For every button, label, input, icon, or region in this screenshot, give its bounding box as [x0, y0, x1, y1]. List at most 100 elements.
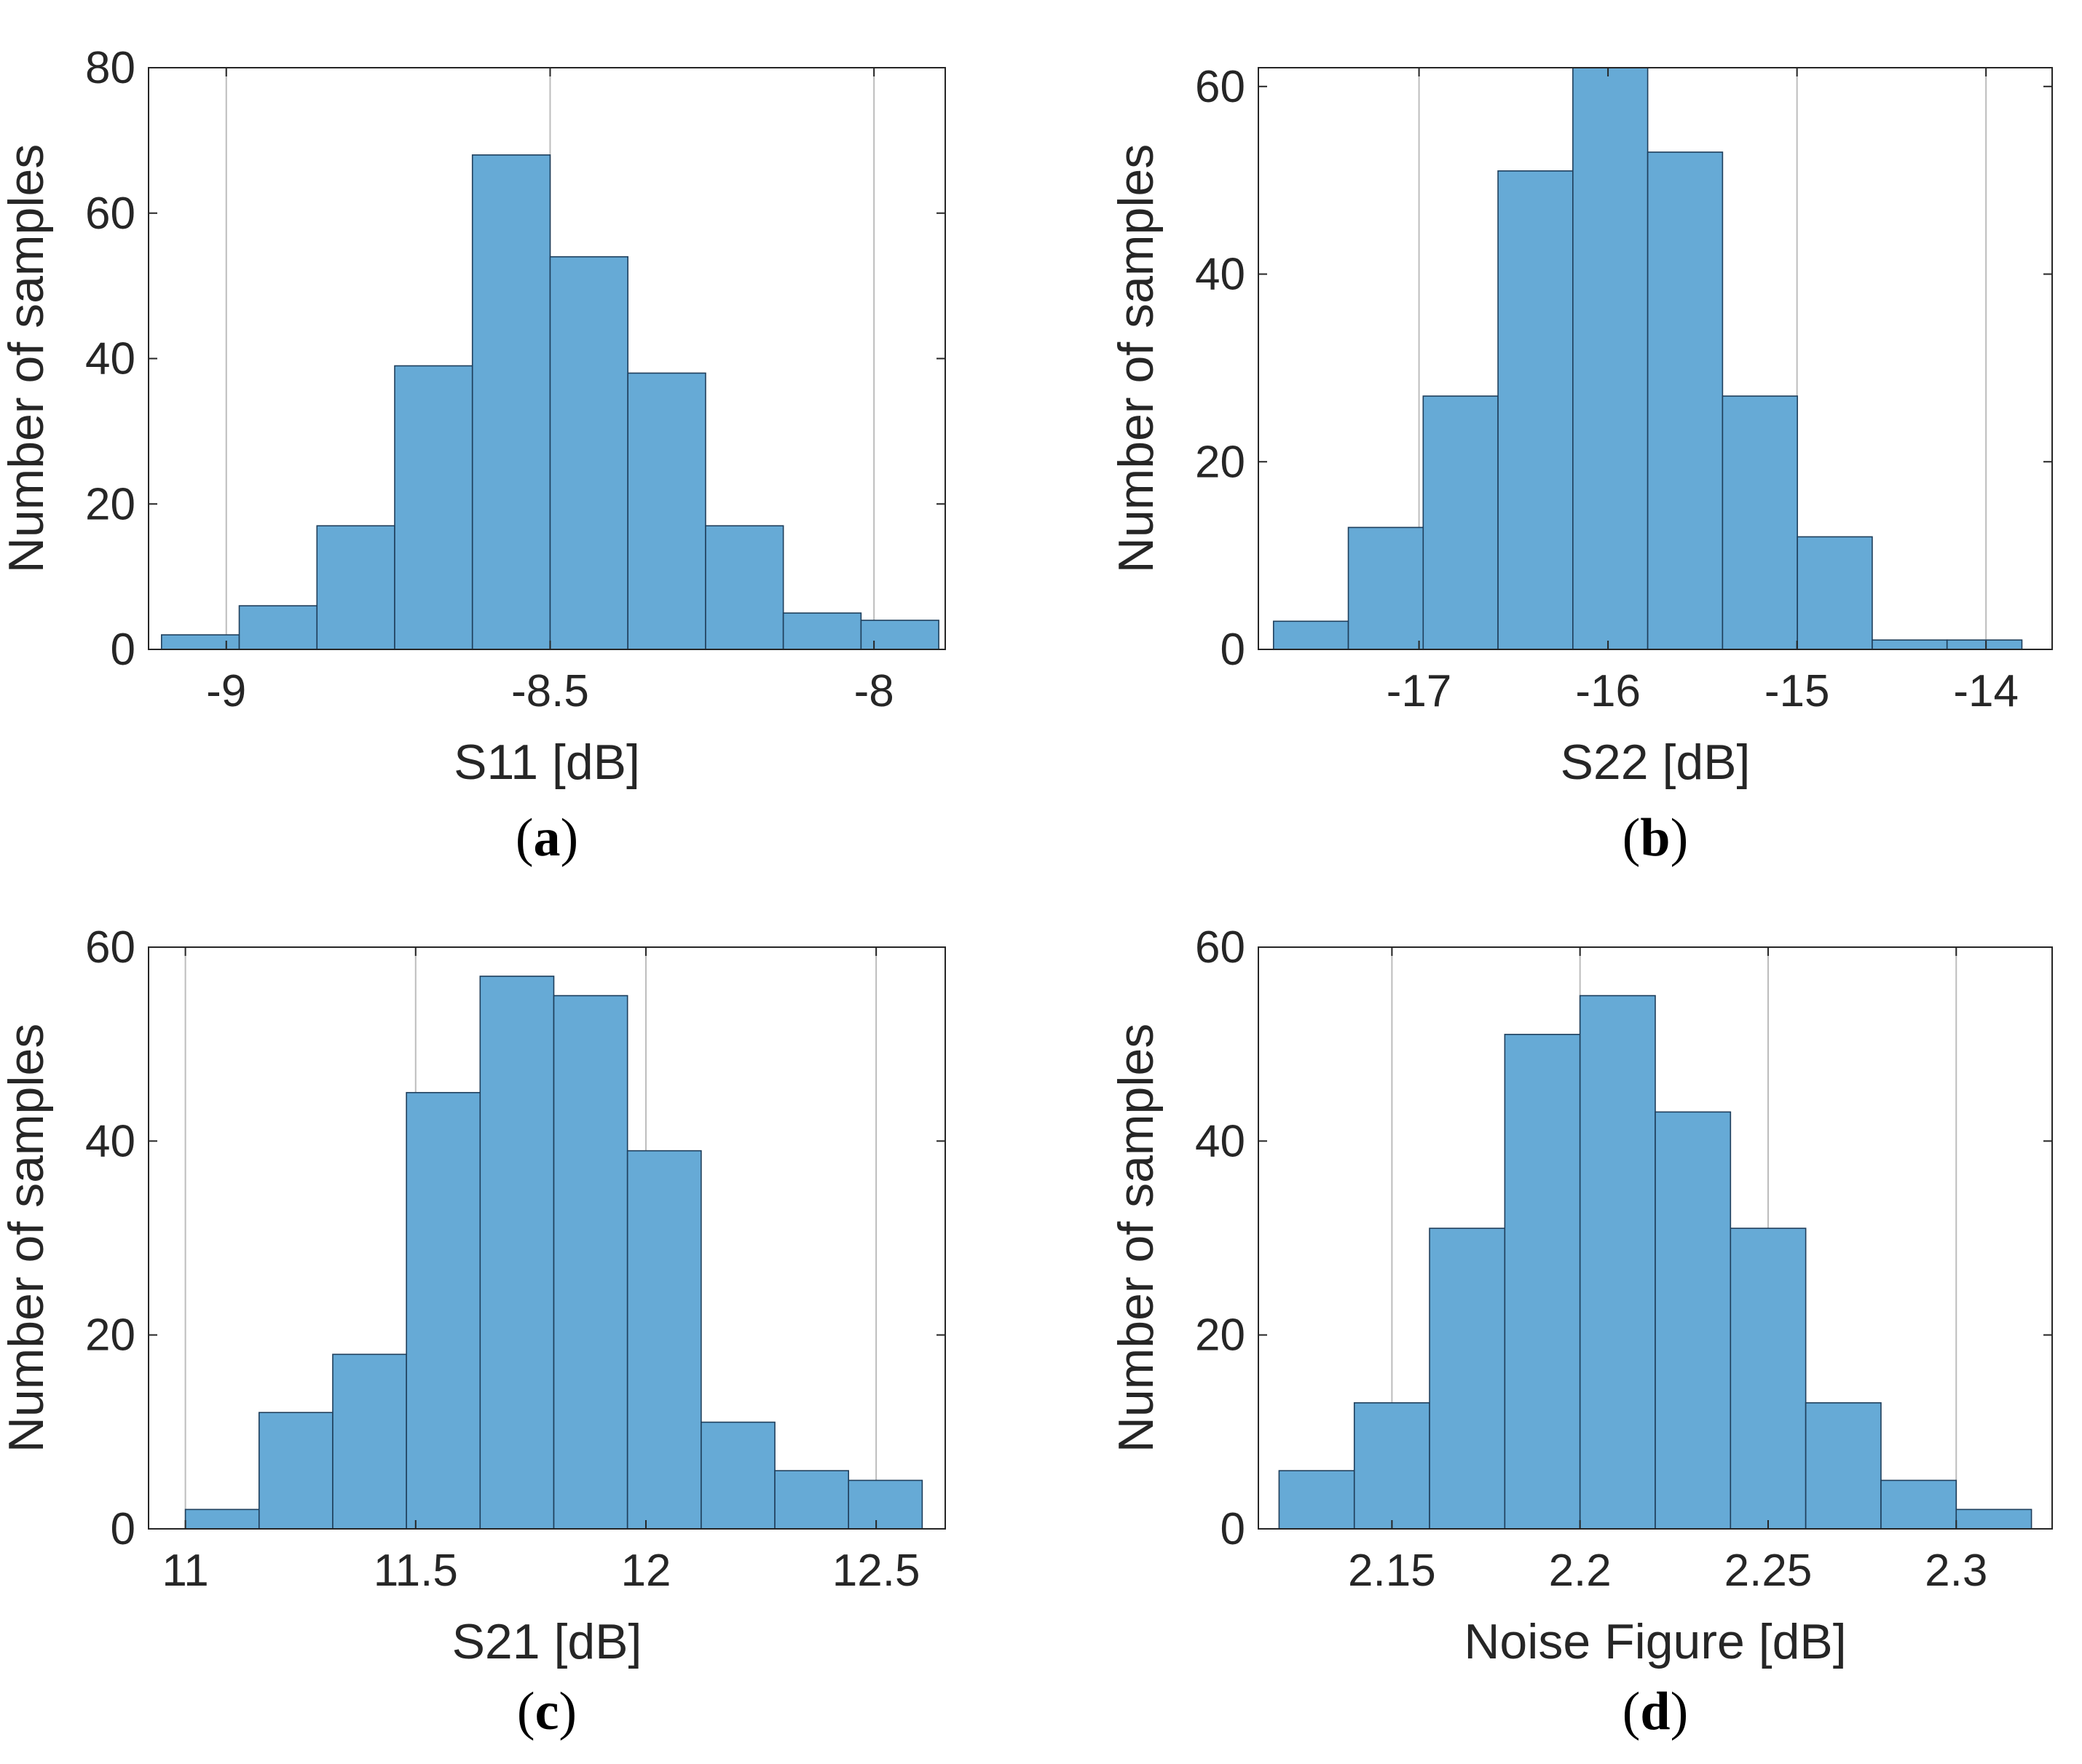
- y-tick-label: 0: [1221, 1504, 1245, 1554]
- histogram-panel-b: -17 -16 -15 -14 0 20 40 60 S22 [dB] Number of sam…: [1108, 62, 2053, 868]
- x-tick-label: -8: [854, 666, 894, 716]
- x-tick-label: 11.5: [374, 1546, 458, 1596]
- x-tick-label: -17: [1387, 666, 1452, 716]
- histogram-bar: [406, 1091, 481, 1530]
- x-tick-label: 11: [162, 1546, 208, 1596]
- y-tick-label: 20: [1195, 437, 1245, 487]
- axes-box: [148, 946, 946, 1530]
- histogram-bar: [782, 612, 862, 650]
- x-tick-label: 12: [620, 1546, 671, 1596]
- histogram-bar: [1579, 994, 1656, 1530]
- axes-box: [1258, 67, 2053, 650]
- x-tick-label: -16: [1575, 666, 1641, 716]
- histogram-bar: [479, 976, 555, 1530]
- y-tick-label: 40: [1195, 250, 1245, 300]
- panel-label: (c): [517, 1682, 577, 1741]
- histogram-bar: [553, 994, 628, 1530]
- paren-close: ): [561, 808, 579, 868]
- x-axis-label: S11 [dB]: [454, 735, 640, 790]
- x-axis-label: Noise Figure [dB]: [1464, 1614, 1846, 1669]
- panel-letter: c: [535, 1682, 559, 1741]
- y-tick-label: 40: [85, 1116, 135, 1166]
- y-tick-label: 60: [1195, 62, 1245, 112]
- y-axis-label: Number of samples: [1108, 1024, 1164, 1453]
- panel-letter: a: [534, 808, 561, 868]
- paren-open: (: [516, 808, 534, 868]
- histogram-bar: [860, 620, 939, 650]
- y-tick-label: 0: [111, 625, 135, 675]
- histogram-bar: [1880, 1479, 1957, 1530]
- histogram-bar: [1278, 1470, 1355, 1530]
- histogram-bar: [627, 372, 706, 650]
- paren-open: (: [1622, 1682, 1641, 1741]
- x-tick-label: -8.5: [511, 666, 589, 716]
- histogram-bar: [1872, 639, 1948, 650]
- histogram-bar: [1655, 1111, 1732, 1530]
- y-tick-label: 0: [111, 1504, 135, 1554]
- x-tick-label: 12.5: [832, 1546, 920, 1596]
- y-axis-label: Number of samples: [0, 144, 54, 574]
- y-axis-label: Number of samples: [0, 1024, 54, 1453]
- y-tick-label: 60: [85, 189, 135, 239]
- histogram-bar: [549, 256, 628, 650]
- x-tick-label: 2.3: [1925, 1546, 1987, 1596]
- y-tick-label: 60: [85, 922, 135, 973]
- histogram-bar: [1797, 536, 1873, 650]
- histogram-bar: [1353, 1402, 1430, 1530]
- panel-letter: d: [1640, 1682, 1670, 1741]
- x-axis-label: S22 [dB]: [1561, 735, 1751, 790]
- histogram-bar: [1946, 639, 2023, 650]
- axes-box: [1258, 946, 2053, 1530]
- panel-label: (d): [1622, 1682, 1688, 1741]
- histogram-bar: [160, 634, 240, 650]
- histogram-bar: [774, 1470, 850, 1530]
- paren-open: (: [1622, 808, 1641, 868]
- histogram-panel-d: 2.15 2.2 2.25 2.3 0 20 40 60 Noise Figure [dB] Nu…: [1108, 922, 2053, 1741]
- histogram-bar: [332, 1353, 407, 1530]
- x-tick-label: 2.25: [1724, 1546, 1813, 1596]
- histogram-bar: [1504, 1034, 1581, 1530]
- histogram-bar: [1429, 1227, 1506, 1530]
- histogram-bar: [626, 1150, 702, 1530]
- histogram-panel-a: -9 -8.5 -8 0 20 40 60 80 S11 [dB] Number of sampl…: [0, 43, 946, 868]
- x-axis-label: S21 [dB]: [452, 1614, 642, 1669]
- histogram-bar: [1347, 526, 1424, 650]
- histogram-panel-c: 11 11.5 12 12.5 0 20 40 60 S21 [dB] Number of sam…: [0, 922, 946, 1741]
- y-axis-label: Number of samples: [1108, 144, 1164, 574]
- y-tick-label: 60: [1195, 922, 1245, 973]
- panel-label: (a): [516, 808, 578, 868]
- histogram-bar: [1497, 170, 1574, 650]
- histogram-bar: [238, 605, 318, 650]
- histogram-bar: [705, 525, 784, 650]
- y-tick-label: 20: [1195, 1310, 1245, 1361]
- histogram-bar: [1805, 1402, 1882, 1530]
- x-tick-label: 2.2: [1549, 1546, 1612, 1596]
- panel-label: (b): [1622, 808, 1688, 868]
- y-tick-label: 20: [85, 479, 135, 529]
- x-tick-label: -9: [206, 666, 246, 716]
- panel-letter: b: [1640, 808, 1670, 868]
- x-tick-label: -15: [1764, 666, 1830, 716]
- x-tick-label: 2.15: [1348, 1546, 1436, 1596]
- histogram-bar: [394, 365, 473, 650]
- histogram-bar: [848, 1479, 923, 1530]
- histogram-bar: [258, 1412, 334, 1530]
- histogram-bar: [1647, 151, 1724, 650]
- histogram-bar: [1272, 620, 1349, 650]
- histogram-bar: [471, 154, 551, 650]
- histogram-bar: [184, 1508, 260, 1530]
- paren-close: ): [1671, 1682, 1689, 1741]
- y-tick-label: 80: [85, 43, 135, 93]
- histogram-bar: [1955, 1508, 2032, 1530]
- histogram-bar: [701, 1421, 776, 1530]
- y-tick-label: 40: [1195, 1116, 1245, 1166]
- paren-open: (: [517, 1682, 535, 1741]
- y-tick-label: 40: [85, 334, 135, 384]
- y-tick-label: 0: [1221, 625, 1245, 675]
- histogram-bar: [1572, 67, 1649, 650]
- paren-close: ): [1671, 808, 1689, 868]
- paren-close: ): [559, 1682, 577, 1741]
- x-tick-label: -14: [1953, 666, 2019, 716]
- histogram-bar: [1722, 395, 1798, 650]
